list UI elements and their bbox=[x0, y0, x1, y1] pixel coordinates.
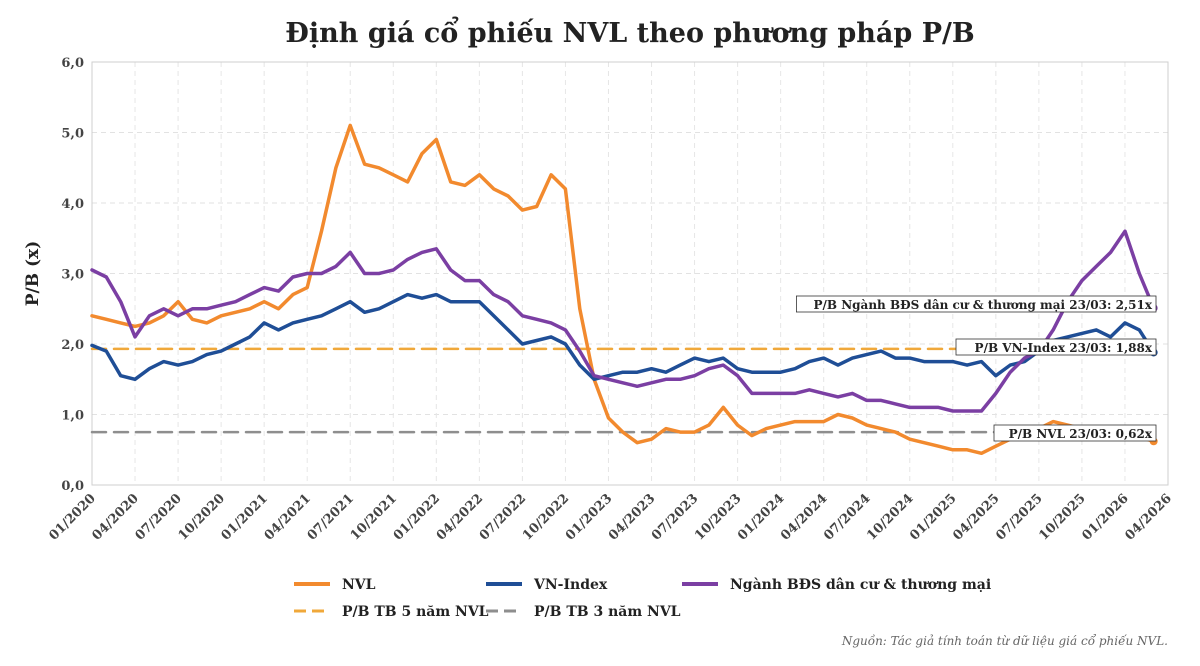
plot-frame bbox=[91, 61, 1169, 486]
annotation-box bbox=[955, 338, 1157, 356]
y-tick-label: 4,0 bbox=[61, 197, 84, 212]
legend-label-p-b-tb-5-nam-nvl: P/B TB 5 năm NVL bbox=[342, 604, 489, 620]
grid-lines bbox=[91, 61, 1169, 486]
legend-label-nvl: NVL bbox=[342, 577, 376, 593]
y-tick-label: 5,0 bbox=[61, 127, 84, 142]
series-line-nvl bbox=[90, 123, 1156, 456]
annotation-label: P/B NVL 23/03: 0,62x bbox=[1009, 427, 1153, 441]
series-line-vn-index bbox=[90, 292, 1156, 382]
series-group bbox=[90, 123, 1158, 456]
y-axis-label: P/B (x) bbox=[23, 241, 43, 307]
y-tick-label: 0,0 bbox=[61, 479, 84, 494]
annotation-label: P/B Ngành BĐS dân cư & thương mại 23/03:… bbox=[813, 298, 1152, 312]
y-tick-label: 6,0 bbox=[61, 56, 84, 71]
legend-label-nganh-bds-dan-cu-thuong-mai: Ngành BĐS dân cư & thương mại bbox=[730, 577, 991, 593]
annotation-label: P/B VN-Index 23/03: 1,88x bbox=[975, 341, 1153, 355]
annotations: P/B Ngành BĐS dân cư & thương mại 23/03:… bbox=[796, 295, 1157, 442]
legend-label-p-b-tb-3-nam-nvl: P/B TB 3 năm NVL bbox=[534, 604, 681, 620]
chart-title: Định giá cổ phiếu NVL theo phương pháp P… bbox=[285, 15, 974, 49]
series-line-nganh-bds-dan-cu-thuong-mai bbox=[90, 229, 1156, 413]
y-tick-label: 3,0 bbox=[61, 268, 84, 283]
y-tick-label: 1,0 bbox=[61, 409, 84, 424]
x-tick-label: 04/2026 bbox=[1122, 491, 1174, 543]
y-axis: 0,0 1,0 2,0 3,0 4,0 5,0 6,0 bbox=[61, 56, 84, 494]
legend-label-vn-index: VN-Index bbox=[533, 577, 608, 593]
annotation-box bbox=[993, 424, 1157, 442]
legend: NVL VN-Index Ngành BĐS dân cư & thương mại… bbox=[294, 577, 991, 620]
y-tick-label: 2,0 bbox=[61, 338, 84, 353]
annotation-box bbox=[796, 295, 1157, 313]
x-axis: 01/202004/202007/202010/202001/202104/20… bbox=[46, 491, 1174, 543]
source-note: Nguồn: Tác giả tính toán từ dữ liệu giá … bbox=[841, 633, 1168, 648]
